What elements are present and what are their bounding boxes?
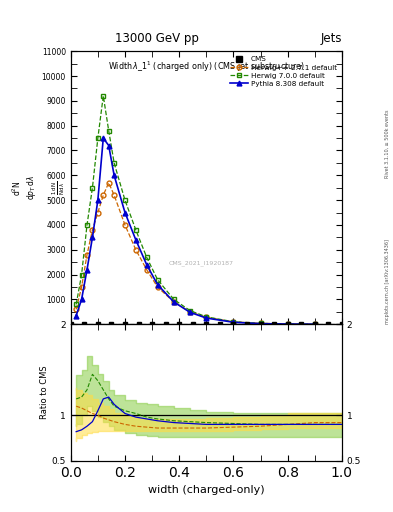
Y-axis label: Ratio to CMS: Ratio to CMS [40, 366, 49, 419]
Legend: CMS, Herwig++ 2.7.1 default, Herwig 7.0.0 default, Pythia 8.308 default: CMS, Herwig++ 2.7.1 default, Herwig 7.0.… [228, 55, 338, 89]
Text: mcplots.cern.ch [arXiv:1306.3436]: mcplots.cern.ch [arXiv:1306.3436] [385, 239, 390, 324]
Text: Jets: Jets [320, 32, 342, 45]
Text: 13000 GeV pp: 13000 GeV pp [115, 32, 199, 45]
Text: Width$\,\lambda\_1^1$ (charged only) (CMS jet substructure): Width$\,\lambda\_1^1$ (charged only) (CM… [108, 59, 305, 74]
Text: Rivet 3.1.10, ≥ 500k events: Rivet 3.1.10, ≥ 500k events [385, 109, 390, 178]
Y-axis label: $\mathrm{d}^2\mathrm{N}$
$\mathrm{d}p_T\,\mathrm{d}\lambda$

$\frac{1}{\mathrm{N: $\mathrm{d}^2\mathrm{N}$ $\mathrm{d}p_T\… [11, 175, 67, 200]
Text: CMS_2021_I1920187: CMS_2021_I1920187 [169, 260, 233, 266]
X-axis label: width (charged-only): width (charged-only) [148, 485, 264, 495]
